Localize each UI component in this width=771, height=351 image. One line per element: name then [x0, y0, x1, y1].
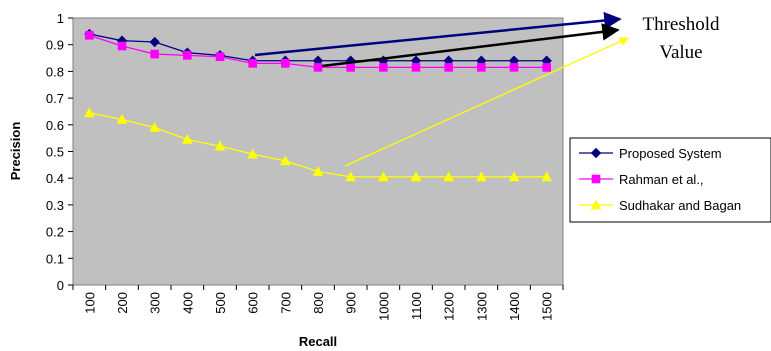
x-tick-label: 400 — [180, 292, 195, 314]
x-tick-label: 1400 — [507, 292, 522, 321]
data-point — [281, 59, 290, 68]
y-axis-title: Precision — [8, 122, 23, 181]
series-1 — [85, 31, 551, 72]
data-point — [85, 31, 94, 40]
y-tick-label: 0.5 — [46, 145, 64, 160]
data-point — [150, 49, 159, 59]
data-point — [183, 51, 192, 60]
data-point — [509, 63, 519, 72]
y-tick-label: 0.9 — [46, 38, 64, 53]
y-tick-label: 0 — [57, 278, 64, 293]
legend-label: Sudhakar and Bagan — [619, 198, 741, 213]
y-tick-label: 1 — [57, 11, 64, 26]
data-point — [214, 140, 226, 151]
data-point — [181, 133, 193, 144]
data-point — [475, 171, 487, 182]
legend-item: Sudhakar and Bagan — [579, 198, 741, 213]
legend-box — [569, 137, 771, 223]
x-tick-label: 1300 — [474, 292, 489, 321]
data-point — [411, 63, 421, 72]
data-point — [377, 171, 389, 182]
legend-label: Rahman et al., — [619, 172, 704, 187]
legend-item: Rahman et al., — [579, 172, 704, 187]
data-point — [313, 63, 323, 72]
data-point — [117, 41, 127, 51]
x-tick-label: 1200 — [442, 292, 457, 321]
data-point — [83, 107, 95, 118]
legend-item: Proposed System — [579, 146, 722, 161]
x-tick-label: 300 — [148, 292, 163, 314]
data-point — [149, 36, 160, 48]
data-point — [542, 63, 551, 72]
data-point — [410, 171, 422, 182]
legend-swatch-marker — [590, 147, 602, 159]
x-axis: 100 200 300 400 500 600 700 800 900 1000 1100 1200 1… — [72, 285, 564, 321]
threshold-label-line1: Threshold — [642, 14, 720, 35]
y-tick-label: 0.8 — [46, 64, 64, 79]
threshold-arrow-rahman — [321, 23, 620, 68]
data-point — [312, 165, 324, 176]
y-tick-label: 0.2 — [46, 225, 64, 240]
x-tick-label: 900 — [344, 292, 359, 314]
data-point — [279, 155, 291, 166]
data-point — [508, 171, 520, 182]
x-tick-label: 800 — [311, 292, 326, 314]
threshold-arrow-sudhakar — [344, 37, 629, 167]
legend-swatch-marker — [591, 174, 601, 184]
x-tick-label: 1100 — [409, 292, 424, 320]
threshold-label-line2: Value — [659, 42, 702, 63]
y-tick-label: 0.1 — [46, 251, 64, 266]
y-tick-label: 0.6 — [46, 118, 64, 133]
data-point — [477, 63, 486, 72]
x-tick-label: 1000 — [376, 292, 391, 321]
legend-label: Proposed System — [619, 146, 722, 161]
legend-swatch-marker — [590, 199, 602, 210]
y-tick-label: 0.3 — [46, 198, 64, 213]
data-point — [444, 63, 453, 72]
x-tick-label: 700 — [278, 292, 293, 314]
data-point — [346, 63, 355, 72]
y-axis: 0 0.1 0.2 0.3 0.4 0.5 0.6 0.7 0.8 0.9 1 — [46, 11, 73, 293]
threshold-arrow-proposed — [254, 11, 622, 57]
data-point — [345, 171, 357, 182]
series-2 — [83, 107, 553, 182]
data-point — [541, 171, 553, 182]
x-tick-label: 1500 — [540, 292, 555, 321]
y-tick-label: 0.7 — [46, 91, 64, 106]
data-point — [379, 63, 388, 72]
x-tick-label: 600 — [246, 292, 261, 314]
data-point — [443, 171, 455, 182]
data-point — [248, 59, 257, 68]
data-point — [149, 121, 161, 132]
x-axis-title: Recall — [299, 334, 337, 349]
data-point — [247, 148, 259, 159]
x-tick-label: 200 — [115, 292, 130, 314]
legend: Proposed System Rahman et al., Sudhakar an… — [569, 137, 771, 223]
data-point — [215, 52, 225, 62]
x-tick-label: 500 — [213, 292, 228, 314]
data-point — [116, 113, 128, 124]
y-tick-label: 0.4 — [46, 171, 64, 186]
series-layer — [83, 28, 553, 182]
threshold-annotation: Threshold Value — [254, 11, 720, 167]
x-tick-label: 100 — [82, 292, 97, 314]
